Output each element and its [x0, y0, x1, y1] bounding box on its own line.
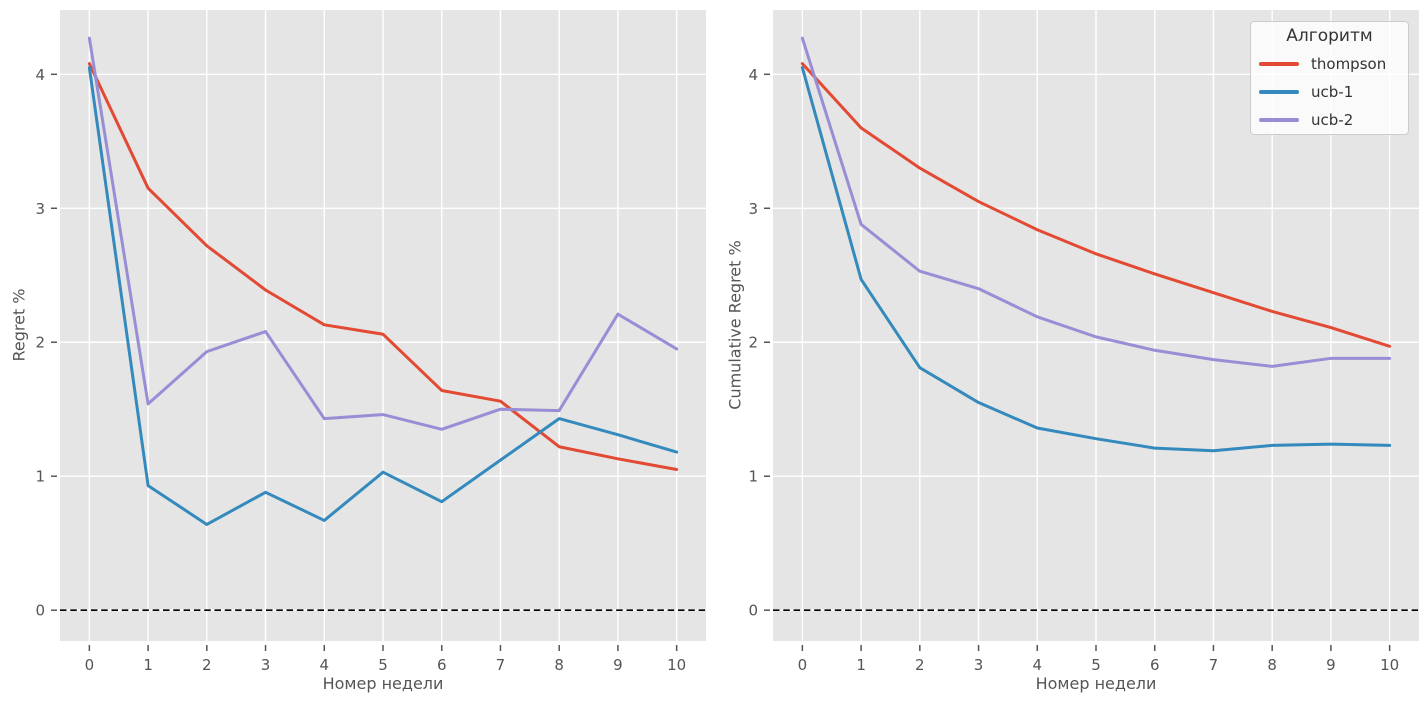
y-tick-label: 0 [35, 602, 45, 620]
legend-entry-ucb-1: ucb-1 [1259, 78, 1400, 106]
ucb-2-line-swatch-icon [1259, 118, 1299, 122]
x-tick-label: 5 [378, 656, 388, 674]
y-tick-label: 4 [748, 66, 758, 84]
y-tick-label: 1 [748, 468, 758, 486]
x-tick-label: 2 [915, 656, 925, 674]
series-line-ucb-1 [87, 66, 679, 526]
x-tick-label: 0 [85, 656, 95, 674]
thompson-line-swatch-icon [1259, 62, 1299, 66]
right-y-axis-label: Cumulative Regret % [725, 240, 745, 410]
right-x-axis-label: Номер недели [1035, 674, 1157, 693]
x-tick-label: 6 [1150, 656, 1160, 674]
legend-title: Алгоритм [1286, 26, 1373, 46]
x-tick-label: 8 [1267, 656, 1277, 674]
x-tick-label: 1 [856, 656, 866, 674]
series-line-ucb-2 [87, 36, 679, 431]
y-tick-label: 3 [35, 200, 45, 218]
x-tick-label: 4 [1032, 656, 1042, 674]
series-line-thompson [800, 62, 1392, 348]
x-tick-label: 9 [1326, 656, 1336, 674]
x-tick-label: 7 [1209, 656, 1219, 674]
legend-label-ucb-2: ucb-2 [1311, 111, 1354, 129]
x-tick-label: 4 [319, 656, 329, 674]
x-tick-label: 10 [667, 656, 686, 674]
y-tick-label: 4 [35, 66, 45, 84]
x-tick-label: 1 [143, 656, 153, 674]
series-line-ucb-1 [800, 66, 1392, 453]
regret-chart: 0 1 2 3 4 5 6 7 8 9 10 0 1 2 3 4 [35, 10, 706, 674]
x-tick-label: 0 [798, 656, 808, 674]
series-line-thompson [87, 62, 679, 472]
legend-label-ucb-1: ucb-1 [1311, 83, 1354, 101]
right-chart-panel: 0 1 2 3 4 5 6 7 8 9 10 0 1 2 3 4 Cumulative Regret % Но… [713, 0, 1427, 707]
x-tick-label: 3 [974, 656, 984, 674]
left-x-axis-label: Номер недели [322, 674, 444, 693]
y-tick-label: 1 [35, 468, 45, 486]
x-tick-label: 9 [613, 656, 623, 674]
legend-entry-thompson: thompson [1259, 50, 1400, 78]
x-tick-label: 7 [496, 656, 506, 674]
legend-entry-ucb-2: ucb-2 [1259, 106, 1400, 134]
legend: Алгоритм thompson ucb-1 ucb-2 [1250, 21, 1409, 135]
left-chart-panel: 0 1 2 3 4 5 6 7 8 9 10 0 1 2 3 4 Regret % Номер недели [0, 0, 713, 707]
series-line-ucb-2 [800, 36, 1392, 368]
y-tick-label: 3 [748, 200, 758, 218]
x-tick-label: 2 [202, 656, 212, 674]
x-tick-label: 6 [437, 656, 447, 674]
y-tick-label: 2 [35, 334, 45, 352]
x-tick-label: 5 [1091, 656, 1101, 674]
legend-label-thompson: thompson [1311, 55, 1387, 73]
left-y-axis-label: Regret % [9, 288, 29, 362]
x-tick-label: 10 [1380, 656, 1399, 674]
ucb-1-line-swatch-icon [1259, 90, 1299, 94]
y-tick-label: 2 [748, 334, 758, 352]
x-tick-label: 3 [261, 656, 271, 674]
x-tick-label: 8 [554, 656, 564, 674]
y-tick-label: 0 [748, 602, 758, 620]
